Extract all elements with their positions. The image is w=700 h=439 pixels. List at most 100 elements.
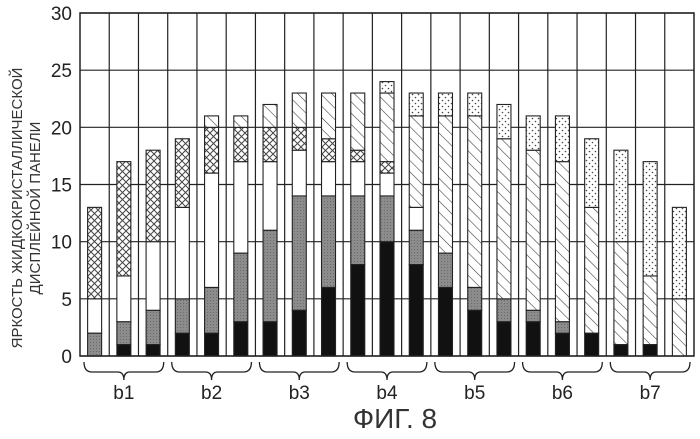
bar-segment-3 — [292, 150, 306, 196]
y-axis-label-line-1: ЯРКОСТЬ ЖИДКОКРИСТАЛЛИЧЕСКОЙ — [8, 68, 26, 349]
bar-segment-5 — [292, 93, 306, 127]
bar-segment-1 — [205, 333, 219, 356]
bar-b5-1 — [438, 93, 452, 356]
bar-segment-5 — [409, 116, 423, 207]
bar-segment-5 — [468, 116, 482, 288]
bar-segment-3 — [409, 207, 423, 230]
bar-segment-4 — [88, 207, 102, 298]
group-bracket-b7 — [610, 362, 690, 380]
bar-segment-4 — [263, 127, 277, 161]
group-label-b5: b5 — [464, 383, 485, 404]
group-bracket-b6 — [523, 362, 603, 380]
group-bracket-b2 — [172, 362, 252, 380]
bar-segment-5 — [585, 207, 599, 333]
bar-segment-6 — [643, 162, 657, 276]
group-brackets: b1 b2 b3 b4 b5 b6 b7 — [84, 362, 690, 404]
figure-caption: ФИГ. 8 — [353, 403, 437, 434]
bar-segment-1 — [643, 345, 657, 356]
bar-segment-2 — [438, 253, 452, 287]
bar-segment-1 — [438, 287, 452, 356]
bar-segment-6 — [468, 93, 482, 116]
bar-segment-2 — [117, 322, 131, 345]
bar-segment-5 — [497, 139, 511, 299]
bar-segment-1 — [175, 333, 189, 356]
bar-segment-5 — [526, 150, 540, 310]
bar-segment-3 — [234, 162, 248, 253]
group-label-b2: b2 — [201, 383, 222, 404]
bar-segment-1 — [117, 345, 131, 356]
bar-b3-1 — [263, 104, 277, 356]
y-axis-label-line-2: ДИСПЛЕЙНОЙ ПАНЕЛИ — [26, 122, 44, 295]
bar-segment-4 — [117, 162, 131, 276]
group-label-b7: b7 — [640, 383, 661, 404]
bar-b3-3 — [322, 93, 336, 356]
bar-segment-2 — [497, 299, 511, 322]
bar-segment-3 — [351, 162, 365, 196]
bar-segment-5 — [438, 116, 452, 253]
bar-b7-3 — [672, 207, 686, 356]
bar-segment-5 — [614, 242, 628, 345]
bar-segment-2 — [555, 322, 569, 333]
bar-segment-4 — [175, 139, 189, 208]
group-bracket-b4 — [347, 362, 427, 380]
bar-segment-3 — [205, 173, 219, 287]
bar-segment-1 — [292, 310, 306, 356]
bar-segment-2 — [205, 287, 219, 333]
bar-segment-3 — [175, 207, 189, 298]
bar-b1-1 — [88, 207, 102, 356]
bar-b4-1 — [351, 93, 365, 356]
y-tick-label: 30 — [51, 4, 72, 25]
bar-segment-2 — [146, 310, 160, 344]
bar-b1-2 — [117, 162, 131, 356]
group-label-b3: b3 — [289, 383, 310, 404]
group-label-b6: b6 — [552, 383, 573, 404]
bar-segment-2 — [409, 230, 423, 264]
bar-b2-1 — [175, 139, 189, 356]
bar-segment-2 — [234, 253, 248, 322]
bar-segment-4 — [351, 150, 365, 161]
bar-segment-2 — [263, 230, 277, 321]
bar-segment-6 — [614, 150, 628, 241]
bar-segment-3 — [117, 276, 131, 322]
bar-segment-2 — [322, 196, 336, 287]
bar-b7-2 — [643, 162, 657, 356]
bar-b6-3 — [585, 139, 599, 356]
bar-segment-6 — [380, 82, 394, 93]
bar-segment-4 — [292, 127, 306, 150]
bar-segment-5 — [322, 93, 336, 139]
bar-b6-2 — [555, 116, 569, 356]
bar-segment-1 — [614, 345, 628, 356]
bar-segment-4 — [380, 162, 394, 173]
bar-segment-4 — [146, 150, 160, 241]
bar-segment-2 — [380, 196, 394, 242]
bar-b3-2 — [292, 93, 306, 356]
bar-segment-2 — [526, 310, 540, 321]
bar-segment-1 — [497, 322, 511, 356]
bar-segment-6 — [438, 93, 452, 116]
bar-b5-3 — [497, 104, 511, 356]
bar-segment-4 — [322, 139, 336, 162]
bar-b4-3 — [409, 93, 423, 356]
bar-segment-2 — [88, 333, 102, 356]
bar-segment-1 — [146, 345, 160, 356]
bar-segment-3 — [263, 162, 277, 231]
bar-b1-3 — [146, 150, 160, 356]
bar-b5-2 — [468, 93, 482, 356]
group-label-b4: b4 — [376, 383, 398, 404]
y-tick-label: 25 — [51, 61, 72, 82]
bar-segment-5 — [205, 116, 219, 127]
bar-segment-1 — [555, 333, 569, 356]
bar-segment-3 — [380, 173, 394, 196]
bar-segment-2 — [175, 299, 189, 333]
bar-segment-4 — [234, 127, 248, 161]
bar-segment-3 — [146, 242, 160, 311]
bar-b2-3 — [234, 116, 248, 356]
bar-segment-2 — [468, 287, 482, 310]
bar-segment-6 — [672, 207, 686, 298]
y-axis-ticks: 051015202530 — [51, 4, 72, 368]
bar-segment-3 — [322, 162, 336, 196]
group-label-b1: b1 — [113, 383, 134, 404]
bar-b4-2 — [380, 82, 394, 356]
bar-segment-1 — [263, 322, 277, 356]
